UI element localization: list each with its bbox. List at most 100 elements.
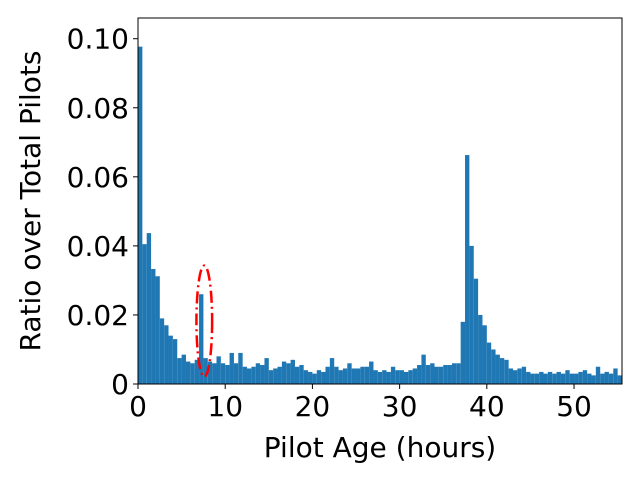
annotation-layer [195,264,214,379]
histogram-bar [473,278,479,384]
histogram-bar [247,368,252,384]
histogram-bar [312,373,317,384]
histogram-bar [185,361,191,384]
histogram-bar [386,371,391,384]
histogram-bar [395,370,400,384]
histogram-bar [229,352,234,384]
histogram-bar [608,373,614,384]
histogram-bar [194,359,200,384]
histogram-bar [408,370,413,384]
histogram-bar [456,363,461,384]
histogram-bar [360,366,365,384]
histogram-bar [399,370,404,384]
histogram-bar [356,368,361,384]
histogram-bar [403,371,409,384]
histogram-bar [321,371,326,384]
histogram-bar [216,356,221,384]
histogram-bar [425,365,431,384]
y-tick-label: 0.04 [67,230,129,263]
histogram-bar [526,371,531,384]
histogram-bar [512,370,518,384]
histogram-bar [260,365,265,384]
histogram-bar [521,366,527,384]
histogram-bar [351,368,357,384]
histogram-bar [255,363,261,384]
y-axis-label: Ratio over Total Pilots [14,51,47,352]
histogram-bar [268,370,274,384]
histogram-bar [277,366,282,384]
histogram-bar [342,368,348,384]
histogram-bar [325,366,330,384]
x-tick-label: 0 [129,390,147,423]
x-tick-label: 30 [382,390,418,423]
histogram-bar [203,358,208,384]
histogram-bar [617,375,622,384]
histogram-bar [373,370,378,384]
x-axis-label: Pilot Age (hours) [264,431,496,464]
histogram-bar [460,321,466,384]
x-tick-label: 10 [207,390,243,423]
histogram-bar [146,233,152,384]
histogram-bar [604,371,609,384]
x-tick-label: 50 [556,390,592,423]
histogram-bar [382,370,387,384]
histogram-bar [238,352,243,384]
histogram-bar [517,368,522,384]
histogram-bar [543,373,548,384]
histogram-bar [303,370,309,384]
histogram-bar [299,365,304,384]
histogram-bar [556,371,561,384]
histogram-bar [504,359,509,384]
histogram-bar [181,354,186,384]
histogram-bar [190,363,195,384]
histogram-bar [151,269,156,384]
histogram-bar [251,366,256,384]
histogram-bar [233,363,239,384]
histogram-bar [595,366,601,384]
histogram-bar [281,361,287,384]
histogram-bar [508,368,513,384]
histogram-bar [225,365,230,384]
histogram-bar [316,370,322,384]
histogram-bar [172,339,178,384]
y-tick-label: 0.02 [67,299,129,332]
histogram-bar [495,354,500,384]
y-tick-label: 0 [111,368,129,401]
histogram-bar [482,325,487,384]
histogram-bar [469,245,474,384]
x-tick-label: 20 [295,390,331,423]
histogram-bar [443,365,448,384]
histogram-bar [164,325,169,384]
y-tick-label: 0.08 [67,92,129,125]
histogram-bar [613,368,618,384]
histogram-bar [286,363,291,384]
histogram-bar [273,368,278,384]
histogram-bar [552,373,557,384]
histogram-bar [534,373,540,384]
histogram-bar [377,371,383,384]
histogram-bar [421,354,426,384]
histogram-bar [199,294,204,384]
histogram-bar [220,363,226,384]
histogram-bar [159,318,165,384]
histogram-bar [465,155,470,384]
histogram-bar [347,363,352,384]
histogram-bar [430,363,435,384]
histogram-bar [294,366,300,384]
histogram-bar [212,363,217,384]
histogram-bar [582,370,588,384]
histogram-bar [177,358,182,384]
histogram-bar [369,361,374,384]
histogram-bar [390,366,396,384]
histogram-bar [412,368,418,384]
histogram-bar [142,244,147,384]
histogram-bar [560,373,566,384]
x-axis-ticks: 0 10 20 30 40 50 [129,384,592,423]
histogram-bar [491,349,496,384]
histogram-bar [434,366,439,384]
histogram-bar [578,371,583,384]
histogram-bar [334,366,339,384]
plot-frame [137,17,623,385]
histogram-bar [438,366,444,384]
